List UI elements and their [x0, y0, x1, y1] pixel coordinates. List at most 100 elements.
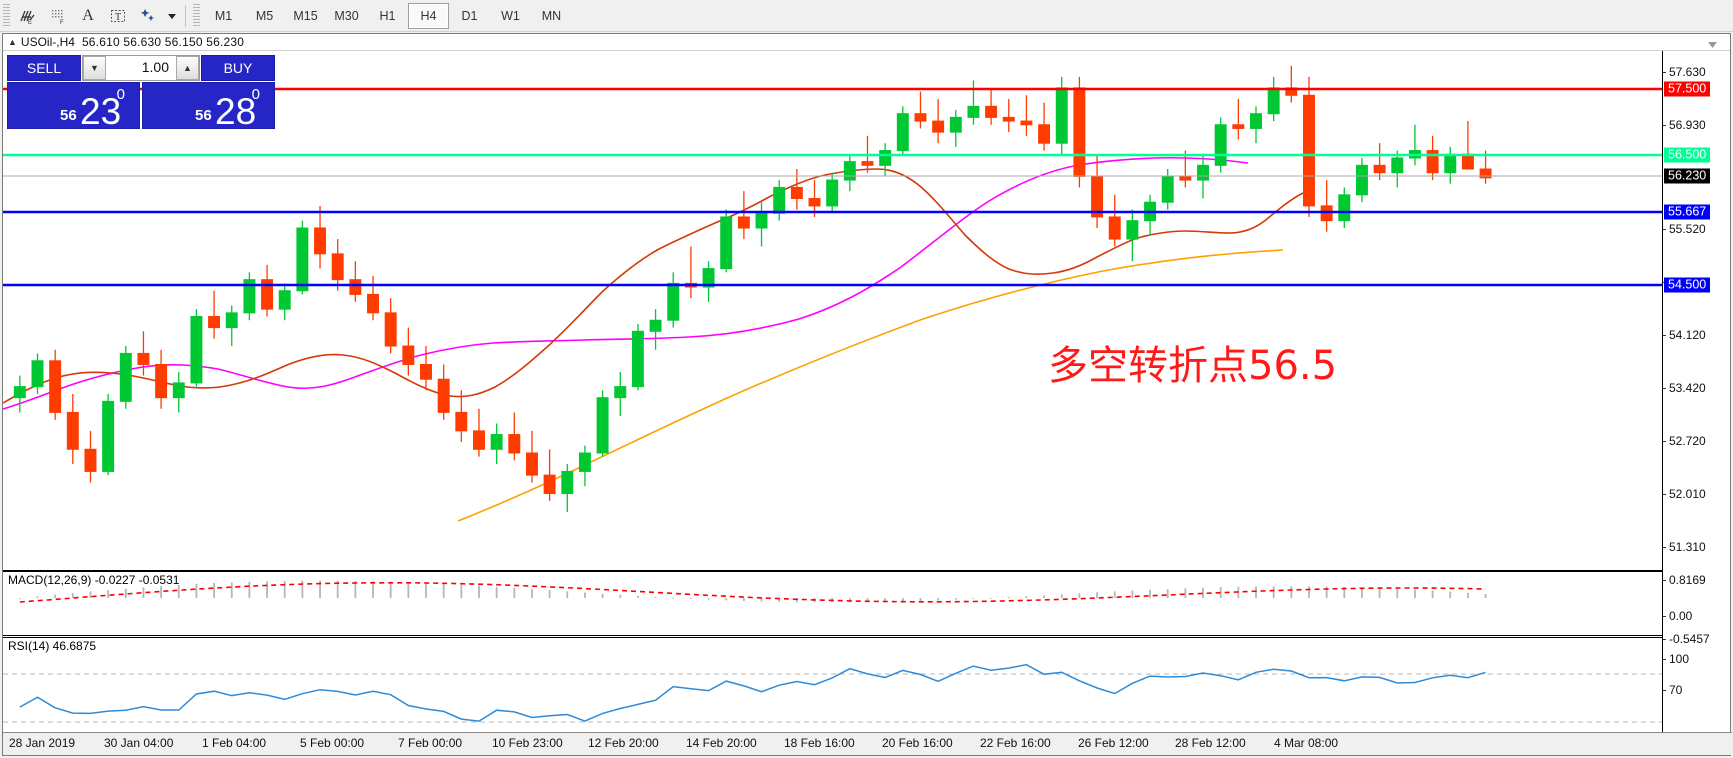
- candle-body: [826, 179, 839, 207]
- timeframe-group-grip[interactable]: [193, 3, 200, 28]
- price-scale[interactable]: 57.630 56.930 55.520 54.820 54.120 53.42…: [1662, 51, 1730, 752]
- candle-body: [1055, 87, 1068, 144]
- price-tick-0: 57.630: [1663, 65, 1706, 79]
- price-tick-2: 55.520: [1663, 222, 1706, 236]
- timeframe-d1[interactable]: D1: [461, 8, 478, 23]
- candle-body: [278, 290, 291, 310]
- candle-body: [879, 150, 892, 166]
- candle-body: [402, 345, 415, 365]
- time-label-13: 4 Mar 08:00: [1274, 736, 1339, 750]
- candlestick-series: [3, 65, 1663, 512]
- macd-histogram-bar: [460, 584, 463, 598]
- macd-histogram-bar: [1308, 586, 1310, 598]
- candle-body: [896, 113, 909, 152]
- time-axis[interactable]: 28 Jan 2019 30 Jan 04:00 1 Feb 04:00 5 F…: [3, 732, 1732, 755]
- macd-pane[interactable]: MACD(12,26,9) -0.0227 -0.0531: [3, 571, 1663, 636]
- timeframe-w1[interactable]: W1: [501, 8, 520, 23]
- candle-body: [790, 186, 803, 200]
- candle-body: [1020, 120, 1033, 126]
- svg-text:F: F: [60, 20, 64, 25]
- macd-histogram-bar: [1361, 587, 1363, 598]
- candle-body: [543, 474, 556, 495]
- sell-button[interactable]: SELL: [7, 55, 81, 81]
- timeframe-m15[interactable]: M15: [293, 8, 318, 23]
- candle-body: [1126, 220, 1139, 240]
- candle-body: [208, 316, 221, 329]
- time-label-10: 22 Feb 16:00: [980, 736, 1051, 750]
- text-label-icon[interactable]: T: [103, 2, 133, 30]
- candle-body: [773, 186, 786, 214]
- candle-body: [967, 105, 980, 118]
- price-pane[interactable]: 多空转折点56.5: [3, 51, 1663, 571]
- candle-body: [1479, 168, 1492, 179]
- objects-icon[interactable]: [133, 2, 163, 30]
- volume-decrement-icon[interactable]: ▼: [83, 56, 106, 80]
- macd-histogram-bar: [478, 585, 480, 598]
- macd-signal-line: [19, 582, 1486, 603]
- macd-histogram-bar: [336, 580, 339, 598]
- macd-histogram-bar: [937, 598, 940, 601]
- toolbar-divider: [185, 4, 186, 27]
- timeframe-h4[interactable]: H4: [408, 2, 449, 29]
- macd-histogram-bar: [601, 593, 604, 598]
- price-tick-8: 51.310: [1663, 540, 1706, 554]
- candle-body: [914, 113, 927, 122]
- macd-histogram-bar: [1431, 590, 1434, 598]
- candle-body: [1338, 194, 1351, 222]
- ma-red-line: [3, 168, 1304, 404]
- candle-body: [225, 312, 238, 329]
- candle-body: [1214, 124, 1227, 166]
- time-label-3: 5 Feb 00:00: [300, 736, 365, 750]
- macd-histogram-bar: [689, 598, 692, 599]
- candle-body: [349, 279, 362, 295]
- candle-body: [720, 216, 733, 270]
- candle-body: [1391, 157, 1404, 174]
- candle-body: [473, 430, 485, 450]
- candle-body: [66, 411, 79, 450]
- one-click-trading-panel[interactable]: SELL ▼ 1.00 ▲ BUY 56 23 0 56 28 0: [7, 55, 275, 132]
- candle-body: [172, 382, 185, 399]
- rsi-axis-70: 70: [1663, 683, 1682, 697]
- macd-histogram-bar: [266, 581, 268, 598]
- crosshair-grid-icon[interactable]: F: [43, 2, 73, 30]
- volume-input[interactable]: 1.00: [141, 59, 169, 75]
- macd-histogram-bar: [742, 598, 745, 601]
- timeframe-h1[interactable]: H1: [379, 8, 396, 23]
- dropdown-arrow-icon[interactable]: [163, 2, 181, 30]
- macd-histogram-bar: [1343, 586, 1346, 598]
- candle-body: [455, 411, 468, 432]
- trade-panel-top-row: SELL ▼ 1.00 ▲ BUY: [7, 55, 275, 81]
- macd-histogram-bar: [672, 597, 675, 599]
- candle-body: [84, 448, 97, 472]
- candle-body: [137, 352, 150, 365]
- candle-body: [420, 363, 432, 380]
- buy-button[interactable]: BUY: [201, 55, 275, 81]
- candle-body: [1426, 150, 1439, 174]
- indicators-icon[interactable]: E: [13, 2, 43, 30]
- chart-window-menu-icon[interactable]: [1707, 38, 1718, 48]
- sell-price-quote[interactable]: 56 23 0: [7, 82, 140, 132]
- volume-field[interactable]: ▼ 1.00 ▲: [82, 55, 200, 81]
- buy-price-quote[interactable]: 56 28 0: [142, 82, 275, 130]
- macd-histogram-bar: [1449, 591, 1452, 598]
- sell-price-big: 23: [80, 91, 122, 132]
- macd-histogram-bar: [1113, 591, 1116, 598]
- toolbar-grip[interactable]: [3, 3, 10, 28]
- macd-histogram-bar: [301, 580, 304, 598]
- macd-histogram-bar: [389, 581, 392, 598]
- rsi-axis-100: 100: [1663, 652, 1689, 666]
- collapse-triangle-icon[interactable]: ▲: [8, 37, 17, 47]
- timeframe-m1[interactable]: M1: [214, 8, 233, 23]
- timeframe-m5[interactable]: M5: [255, 8, 274, 23]
- timeframe-mn[interactable]: MN: [541, 8, 562, 23]
- candle-body: [1002, 116, 1015, 122]
- macd-histogram-bar: [1131, 590, 1134, 598]
- volume-increment-icon[interactable]: ▲: [176, 56, 199, 80]
- macd-histogram-bar: [1078, 593, 1081, 598]
- candle-body: [702, 268, 715, 288]
- text-tool-icon[interactable]: A: [82, 6, 94, 24]
- macd-histogram-bar: [54, 594, 57, 598]
- time-label-1: 30 Jan 04:00: [104, 736, 174, 750]
- timeframe-m30[interactable]: M30: [334, 8, 359, 23]
- macd-histogram-bar: [654, 596, 657, 598]
